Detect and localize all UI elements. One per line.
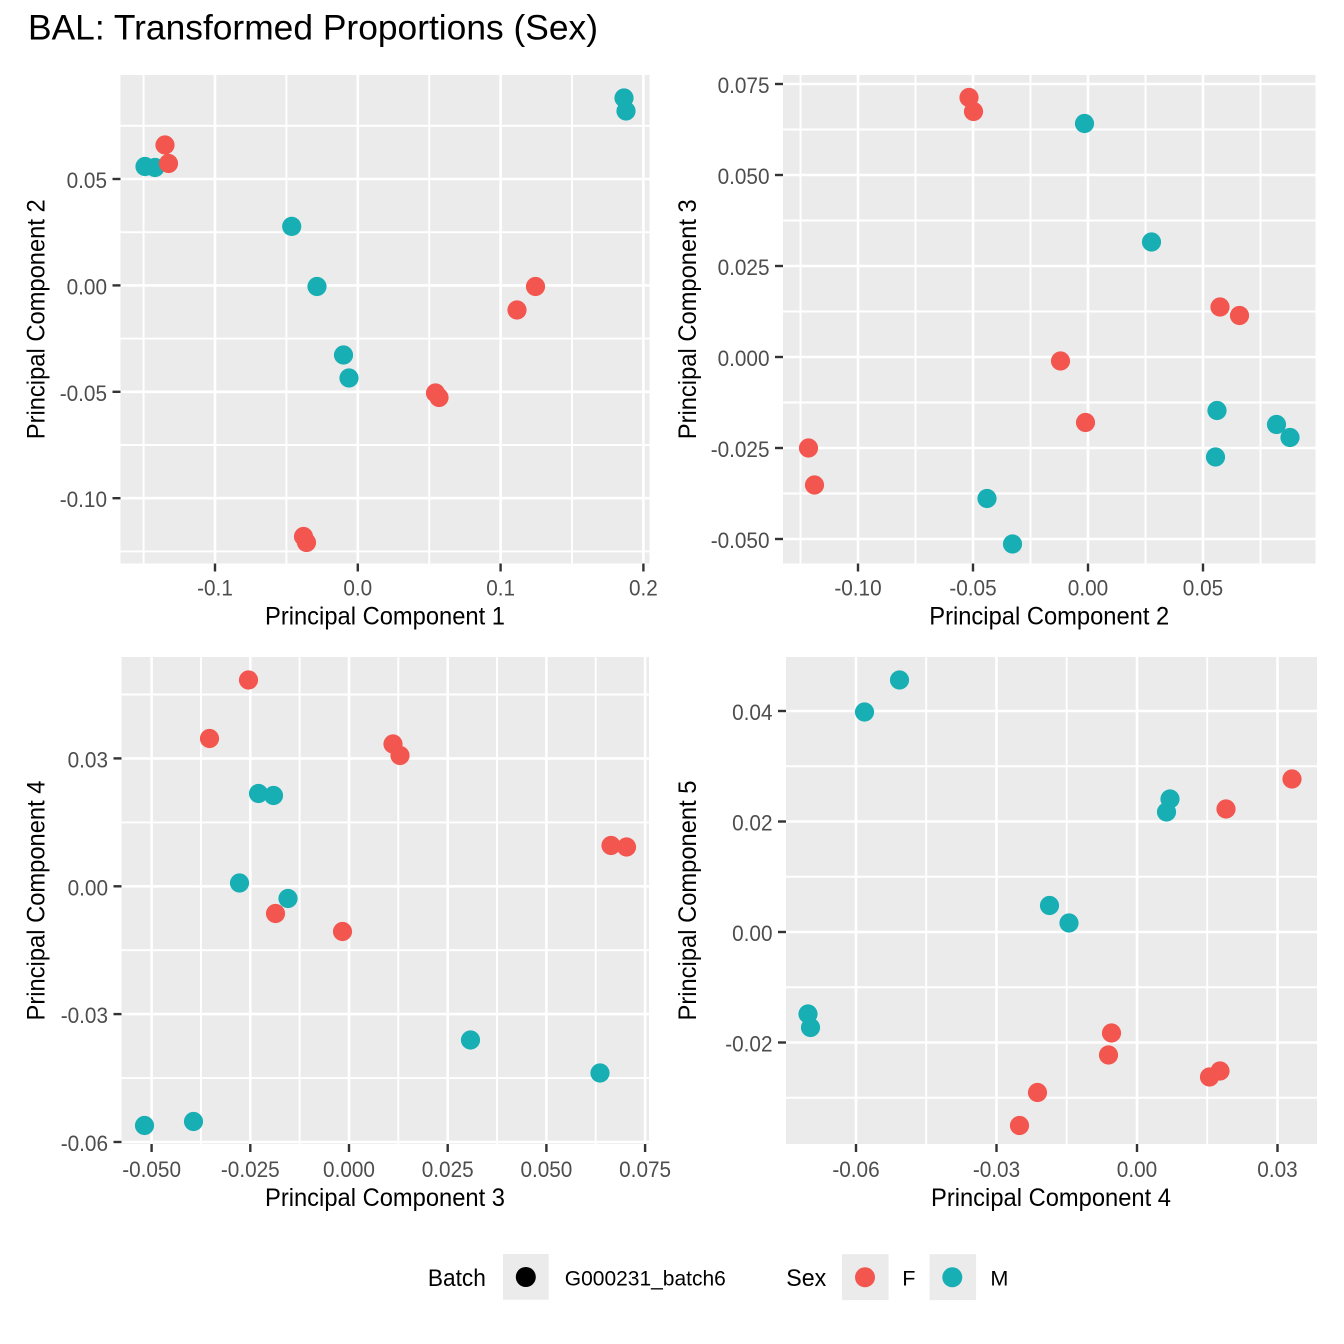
svg-text:0.025: 0.025 [718, 255, 770, 280]
svg-text:Principal Component 5: Principal Component 5 [674, 781, 702, 1021]
svg-text:F: F [902, 1266, 915, 1291]
svg-text:Principal Component 3: Principal Component 3 [674, 199, 702, 439]
svg-text:Principal Component 1: Principal Component 1 [265, 602, 505, 630]
svg-text:Principal Component 2: Principal Component 2 [22, 199, 50, 439]
svg-text:Principal Component 4: Principal Component 4 [931, 1184, 1171, 1212]
svg-text:0.00: 0.00 [732, 921, 772, 946]
svg-text:0.03: 0.03 [1257, 1157, 1297, 1182]
svg-text:0.025: 0.025 [422, 1157, 474, 1182]
svg-text:Principal Component 2: Principal Component 2 [929, 602, 1169, 630]
svg-text:0.2: 0.2 [629, 576, 658, 601]
svg-text:0.075: 0.075 [619, 1157, 671, 1182]
svg-text:0.04: 0.04 [732, 700, 772, 725]
svg-text:-0.025: -0.025 [711, 437, 770, 462]
svg-text:-0.05: -0.05 [949, 576, 996, 601]
svg-text:-0.03: -0.03 [61, 1003, 108, 1028]
svg-text:0.0: 0.0 [343, 576, 372, 601]
svg-text:-0.10: -0.10 [60, 487, 107, 512]
svg-text:G000231_batch6: G000231_batch6 [565, 1266, 726, 1291]
svg-text:-0.025: -0.025 [221, 1157, 280, 1182]
svg-text:0.00: 0.00 [1068, 576, 1108, 601]
svg-text:0.000: 0.000 [323, 1157, 375, 1182]
svg-text:M: M [990, 1266, 1008, 1291]
svg-text:Batch: Batch [428, 1265, 486, 1292]
svg-text:0.000: 0.000 [718, 346, 770, 371]
svg-text:Principal Component 4: Principal Component 4 [22, 780, 50, 1020]
svg-text:-0.06: -0.06 [61, 1131, 108, 1156]
svg-text:-0.1: -0.1 [197, 576, 233, 601]
svg-text:-0.02: -0.02 [725, 1032, 772, 1057]
svg-text:0.05: 0.05 [1183, 576, 1223, 601]
svg-text:-0.06: -0.06 [832, 1157, 879, 1182]
svg-text:Sex: Sex [786, 1265, 826, 1292]
svg-text:0.00: 0.00 [67, 274, 107, 299]
svg-text:0.050: 0.050 [520, 1157, 572, 1182]
svg-text:-0.050: -0.050 [122, 1157, 181, 1182]
svg-text:0.00: 0.00 [1117, 1157, 1157, 1182]
svg-text:BAL: Transformed Proportions (: BAL: Transformed Proportions (Sex) [28, 9, 598, 48]
svg-text:0.03: 0.03 [68, 747, 108, 772]
svg-text:0.1: 0.1 [486, 576, 515, 601]
svg-text:0.05: 0.05 [67, 168, 107, 193]
svg-text:0.00: 0.00 [68, 875, 108, 900]
svg-text:-0.050: -0.050 [711, 528, 770, 553]
svg-text:-0.05: -0.05 [60, 381, 107, 406]
svg-text:0.050: 0.050 [718, 164, 770, 189]
svg-text:-0.10: -0.10 [834, 576, 881, 601]
svg-text:0.02: 0.02 [732, 811, 772, 836]
svg-text:0.075: 0.075 [718, 73, 770, 98]
svg-text:Principal Component 3: Principal Component 3 [265, 1184, 505, 1212]
svg-text:-0.03: -0.03 [973, 1157, 1020, 1182]
